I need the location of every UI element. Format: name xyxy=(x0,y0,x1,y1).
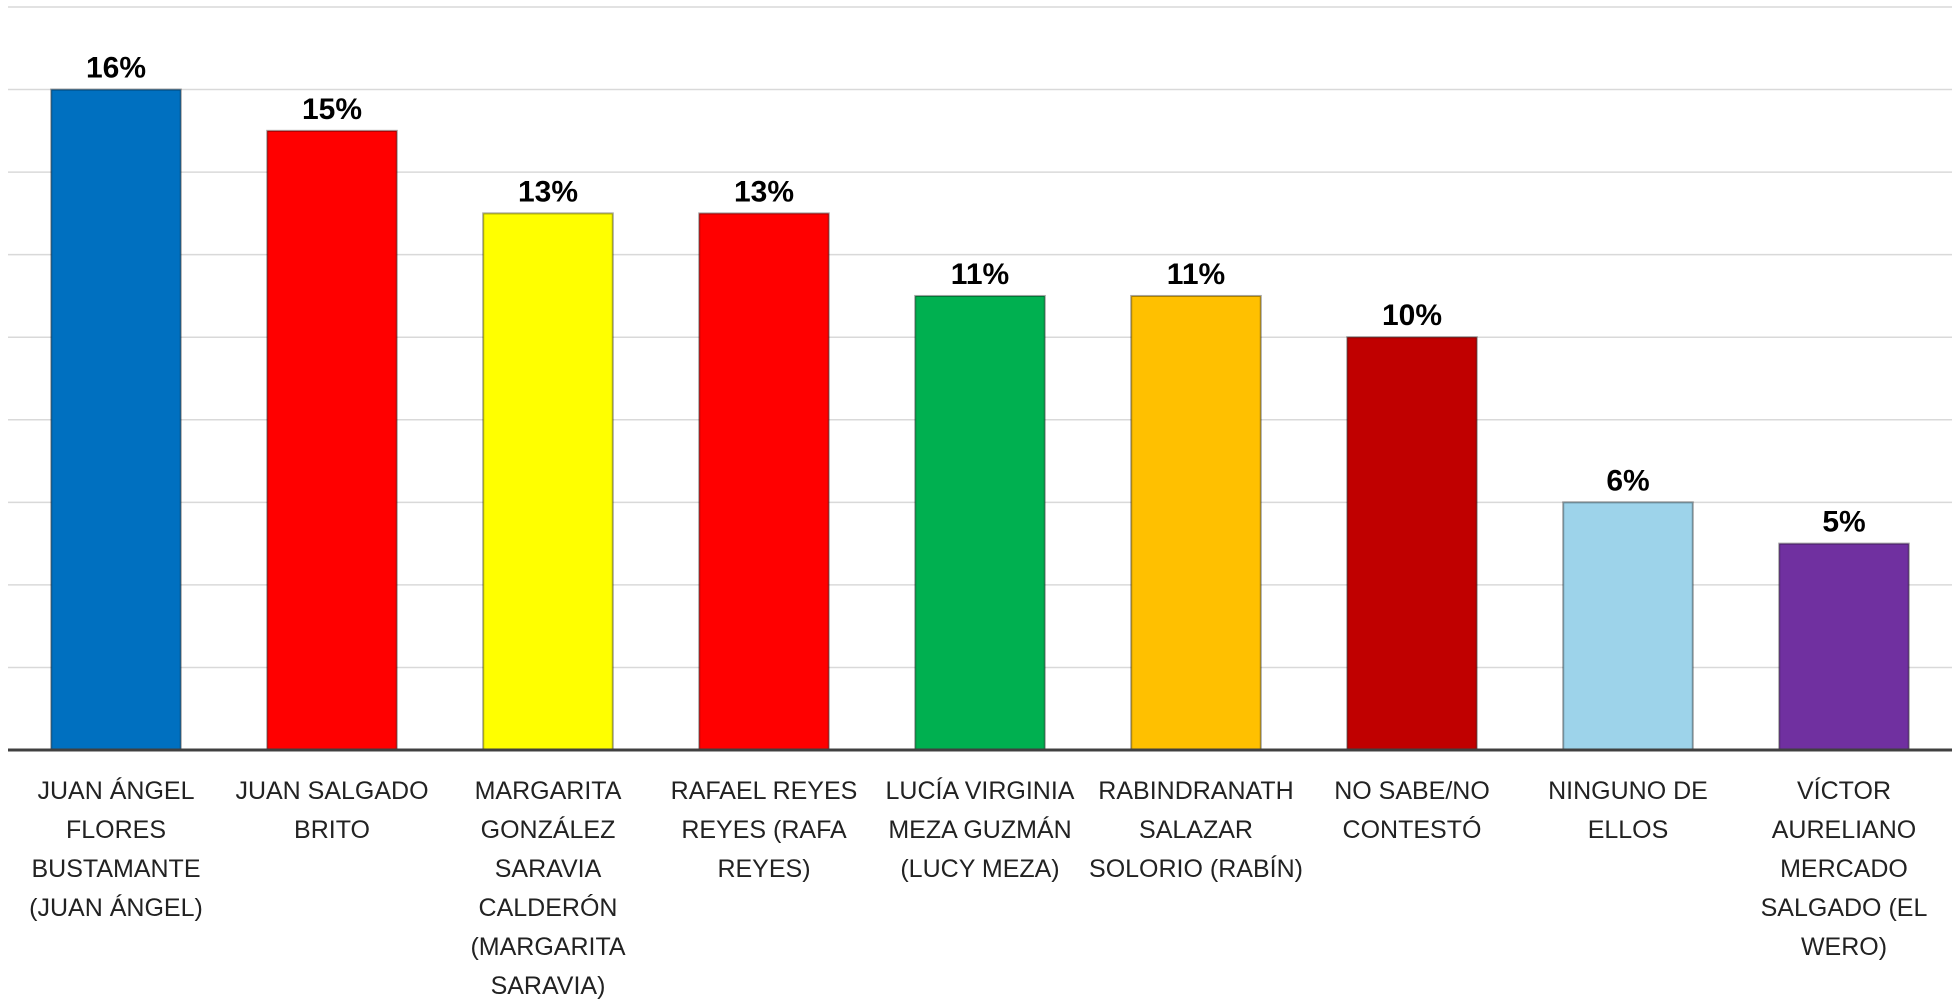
x-tick-label: RAFAEL REYES REYES (RAFA REYES) xyxy=(670,777,858,883)
bar xyxy=(482,212,614,751)
value-label: 16% xyxy=(86,52,146,85)
bar xyxy=(1130,294,1262,751)
value-label: 13% xyxy=(518,175,578,208)
value-label: 10% xyxy=(1382,299,1442,332)
value-label: 6% xyxy=(1606,464,1649,497)
x-tick-label: JUAN SALGADO BRITO xyxy=(235,777,429,844)
bar xyxy=(1562,501,1694,752)
value-label: 11% xyxy=(951,258,1009,291)
value-label: 5% xyxy=(1822,506,1865,539)
value-label: 15% xyxy=(302,93,362,126)
value-label: 11% xyxy=(1167,258,1225,291)
value-label: 13% xyxy=(734,175,794,208)
x-tick-label: JUAN ÁNGEL FLORES BUSTAMANTE (JUAN ÁNGEL… xyxy=(29,777,203,922)
x-tick-label: RABINDRANATH SALAZAR SOLORIO (RABÍN) xyxy=(1089,777,1303,883)
bar xyxy=(266,129,398,752)
bar xyxy=(914,294,1046,751)
x-tick-label: NINGUNO DE ELLOS xyxy=(1548,777,1708,844)
bar xyxy=(698,212,830,751)
x-tick-label: LUCÍA VIRGINIA MEZA GUZMÁN (LUCY MEZA) xyxy=(885,777,1075,883)
bar xyxy=(50,88,182,752)
x-tick-label: MARGARITA GONZÁLEZ SARAVIA CALDERÓN (MAR… xyxy=(470,777,626,1000)
x-tick-label: NO SABE/NO CONTESTÓ xyxy=(1334,777,1490,844)
x-tick-label: VÍCTOR AURELIANO MERCADO SALGADO (EL WER… xyxy=(1760,777,1928,961)
bar xyxy=(1778,542,1910,751)
bar xyxy=(1346,336,1478,751)
